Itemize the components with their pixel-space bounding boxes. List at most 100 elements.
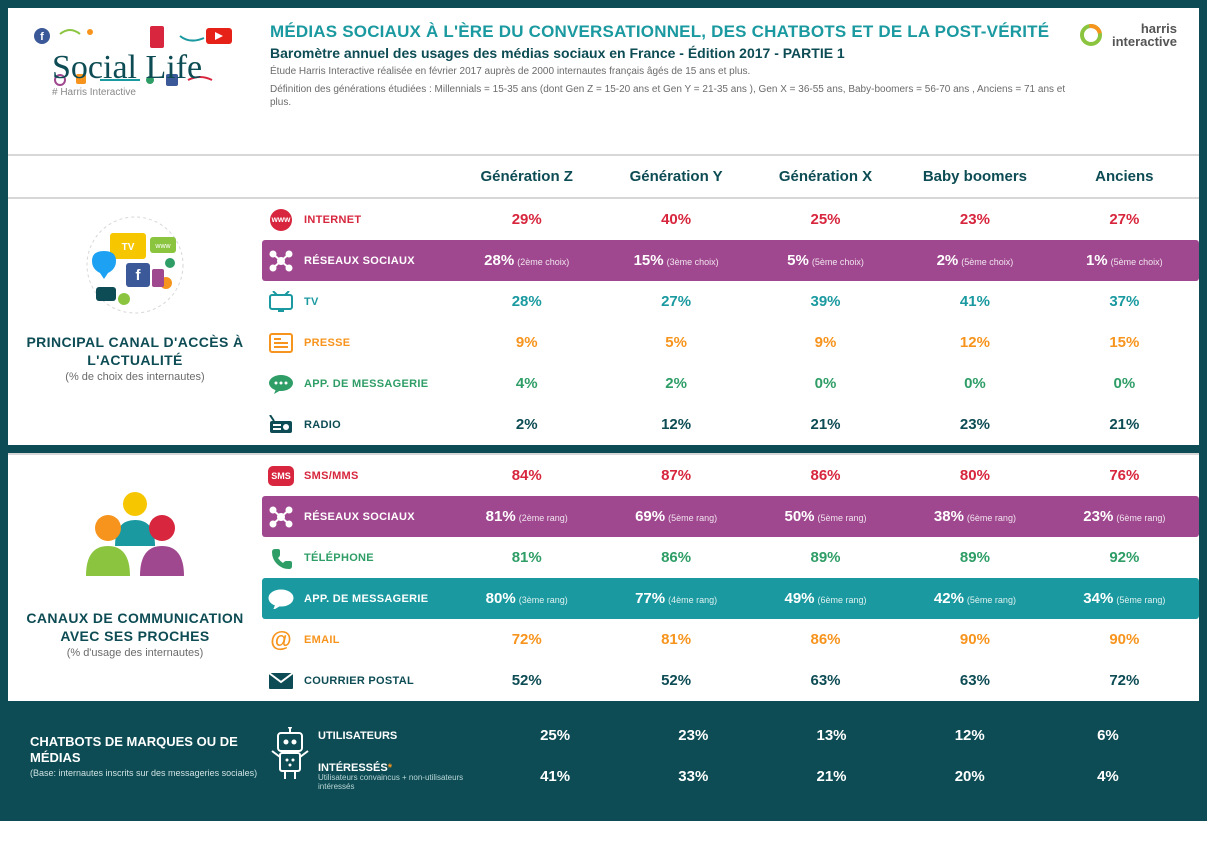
section-chatbots: CHATBOTS DE MARQUES OU DE MÉDIAS (Base: …	[8, 701, 1199, 813]
chatbots-row-label: UTILISATEURS	[318, 730, 486, 742]
at-icon: @	[268, 629, 294, 651]
section-communication-channels: CANAUX DE COMMUNICATION AVEC SES PROCHES…	[8, 453, 1199, 701]
chatbots-rows: UTILISATEURS25%23%13%12%6% INTÉRESSÉS*Uti…	[318, 715, 1177, 797]
section-title: CANAUX DE COMMUNICATION AVEC SES PROCHES	[26, 610, 244, 645]
chatbots-row-label: INTÉRESSÉS*Utilisateurs convaincus + non…	[318, 762, 486, 792]
row-value: 15%	[1050, 322, 1199, 363]
table-row: TV 28%27%39%41%37%	[262, 281, 1199, 322]
row-value: 9%	[452, 322, 601, 363]
harris-text: harrisinteractive	[1112, 22, 1177, 48]
row-value: 42%(5ème rang)	[900, 578, 1049, 619]
row-value: 21%	[751, 404, 900, 445]
section-rows: SMS SMS/MMS 84%87%86%80%76% RÉSEAUX SOCI…	[262, 455, 1199, 701]
row-value: 12%	[900, 322, 1049, 363]
chatbots-value: 41%	[486, 756, 624, 797]
row-label: SMS/MMS	[304, 470, 359, 482]
section-subtitle: (% de choix des internautes)	[26, 371, 244, 383]
chatbots-value: 20%	[901, 756, 1039, 797]
col-header: Baby boomers	[900, 156, 1049, 197]
row-value: 69%(5ème rang)	[601, 496, 750, 537]
row-value: 49%(6ème rang)	[751, 578, 900, 619]
svg-text:f: f	[40, 31, 44, 43]
section-news-channels: TV www f PRINCIPAL CANAL D'ACCÈS À L'ACT…	[8, 197, 1199, 445]
row-value: 80%(3ème rang)	[452, 578, 601, 619]
row-value: 29%	[452, 199, 601, 240]
row-value: 86%	[601, 537, 750, 578]
subtitle: Baromètre annuel des usages des médias s…	[270, 45, 1067, 61]
row-value: 1%(5ème choix)	[1050, 240, 1199, 281]
col-header: Génération Z	[452, 156, 601, 197]
row-value: 84%	[452, 455, 601, 496]
desc-line-2: Définition des générations étudiées : Mi…	[270, 83, 1067, 110]
row-value: 2%	[452, 404, 601, 445]
row-value: 23%	[900, 404, 1049, 445]
row-label: TV	[304, 296, 319, 308]
row-value: 63%	[751, 660, 900, 701]
row-value: 81%(2ème rang)	[452, 496, 601, 537]
row-value: 9%	[751, 322, 900, 363]
chatbots-subtitle: (Base: internautes inscrits sur des mess…	[30, 768, 262, 778]
chatbots-row: UTILISATEURS25%23%13%12%6%	[318, 715, 1177, 756]
chatbots-side: CHATBOTS DE MARQUES OU DE MÉDIAS (Base: …	[30, 734, 262, 779]
news-icon	[268, 332, 294, 354]
row-value: 92%	[1050, 537, 1199, 578]
row-value: 15%(3ème choix)	[601, 240, 750, 281]
table-row: APP. DE MESSAGERIE 4%2%0%0%0%	[262, 363, 1199, 404]
row-label: APP. DE MESSAGERIE	[304, 593, 428, 605]
row-value: 4%	[452, 363, 601, 404]
robot-icon	[262, 727, 318, 786]
table-row: TÉLÉPHONE 81%86%89%89%92%	[262, 537, 1199, 578]
row-label-col: RÉSEAUX SOCIAUX	[262, 250, 452, 272]
row-value: 27%	[1050, 199, 1199, 240]
bubble-icon	[268, 373, 294, 395]
row-value: 21%	[1050, 404, 1199, 445]
logo-text: Social Life	[52, 51, 282, 85]
row-value: 5%	[601, 322, 750, 363]
row-label-col: www INTERNET	[262, 209, 452, 231]
row-label-col: SMS SMS/MMS	[262, 465, 452, 487]
main-title: MÉDIAS SOCIAUX À L'ÈRE DU CONVERSATIONNE…	[270, 22, 1067, 42]
col-header: Génération Y	[601, 156, 750, 197]
row-value: 81%	[601, 619, 750, 660]
row-label-col: COURRIER POSTAL	[262, 670, 452, 692]
row-label: RADIO	[304, 419, 341, 431]
row-label-col: RÉSEAUX SOCIAUX	[262, 506, 452, 528]
col-header: Anciens	[1050, 156, 1199, 197]
section-title: PRINCIPAL CANAL D'ACCÈS À L'ACTUALITÉ	[26, 334, 244, 369]
network-icon	[268, 250, 294, 272]
row-value: 40%	[601, 199, 750, 240]
row-value: 72%	[1050, 660, 1199, 701]
section-rows: www INTERNET 29%40%25%23%27% RÉSEAUX SOC…	[262, 199, 1199, 445]
row-value: 2%	[601, 363, 750, 404]
desc-line-1: Étude Harris Interactive réalisée en fév…	[270, 65, 1067, 79]
title-block: MÉDIAS SOCIAUX À L'ÈRE DU CONVERSATIONNE…	[260, 22, 1067, 110]
row-value: 25%	[751, 199, 900, 240]
logo-tagline: # Harris Interactive	[52, 87, 282, 98]
row-label-col: PRESSE	[262, 332, 452, 354]
row-value: 80%	[900, 455, 1049, 496]
table-row: www INTERNET 29%40%25%23%27%	[262, 199, 1199, 240]
row-value: 77%(4ème rang)	[601, 578, 750, 619]
radio-icon	[268, 414, 294, 436]
row-value: 2%(5ème choix)	[900, 240, 1049, 281]
network-icon	[268, 506, 294, 528]
chatbots-value: 12%	[901, 715, 1039, 756]
row-label: APP. DE MESSAGERIE	[304, 378, 428, 390]
row-value: 72%	[452, 619, 601, 660]
col-header: Génération X	[751, 156, 900, 197]
row-value: 50%(5ème rang)	[751, 496, 900, 537]
row-value: 28%	[452, 281, 601, 322]
row-value: 5%(5ème choix)	[751, 240, 900, 281]
row-value: 87%	[601, 455, 750, 496]
row-label: RÉSEAUX SOCIAUX	[304, 255, 415, 267]
row-value: 0%	[751, 363, 900, 404]
mail-icon	[268, 670, 294, 692]
harris-logo: harrisinteractive	[1067, 22, 1177, 48]
row-label-col: @ EMAIL	[262, 629, 452, 651]
table-row: RÉSEAUX SOCIAUX 28%(2ème choix)15%(3ème …	[262, 240, 1199, 281]
tv-icon	[268, 291, 294, 313]
row-label: INTERNET	[304, 214, 361, 226]
column-headers: Génération Z Génération Y Génération X B…	[8, 154, 1199, 197]
infographic-page: f Social Life # Harris Interactive MÉDIA…	[0, 0, 1207, 821]
row-label: RÉSEAUX SOCIAUX	[304, 511, 415, 523]
